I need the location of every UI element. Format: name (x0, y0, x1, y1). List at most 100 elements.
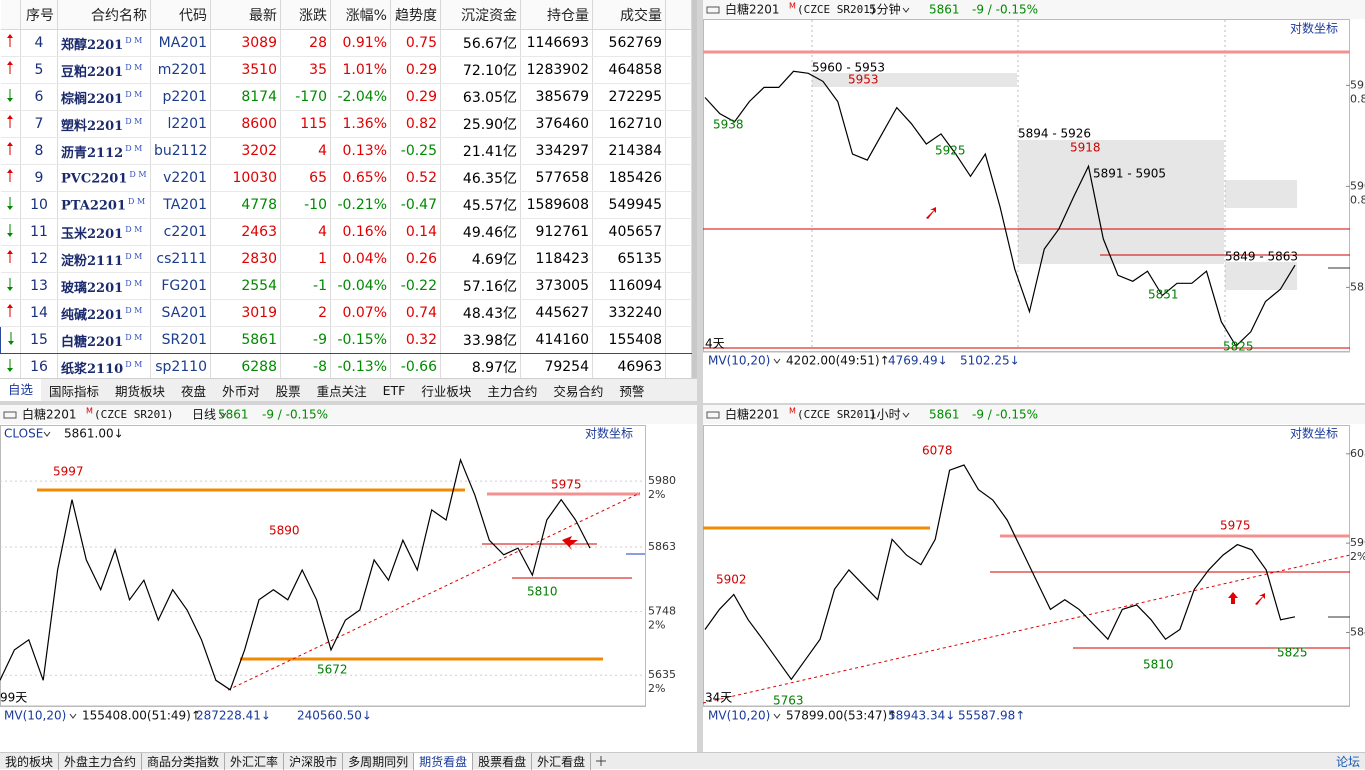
indicator-value: 5861.00↓ (64, 427, 124, 441)
status-tab[interactable]: 商品分类指数 (142, 752, 226, 770)
cell-last: 10030 (210, 164, 281, 192)
status-tab[interactable]: 多周期同列 (343, 752, 415, 770)
cell-pct: -0.13% (330, 353, 391, 378)
divider (0, 400, 697, 405)
annotation: 5953 (848, 73, 879, 87)
header-bg (0, 405, 697, 424)
trend-arrow (7, 34, 14, 47)
y-tick-note: 2% (648, 682, 665, 695)
arrow-head (7, 34, 14, 38)
cell-trend: 0.75 (390, 29, 441, 57)
cell-chg: 115 (280, 110, 331, 138)
cell-code: FG201 (150, 272, 211, 300)
cell-vol: 162710 (592, 110, 666, 138)
tab[interactable]: 行业板块 (421, 383, 472, 399)
quote-row[interactable]: 13 玻璃2201 D M FG201 2554 -1 -0.04% -0.22 57.16亿 3… (0, 272, 692, 300)
quote-row[interactable]: 14 纯碱2201 D M SA201 3019 2 0.07% 0.74 48.43亿 4456… (0, 299, 692, 327)
period: 5分钟 (869, 2, 901, 17)
cell-chg: -10 (280, 191, 331, 219)
arrow-head (7, 169, 14, 173)
annotation: 5975 (551, 478, 582, 492)
log-scale-toggle[interactable]: 对数坐标 (1290, 21, 1338, 36)
period: 1小时 (869, 408, 901, 422)
tab[interactable]: 股票 (275, 383, 301, 399)
exchange: (CZCE SR201) (797, 408, 876, 421)
tab[interactable]: ETF (382, 382, 406, 398)
scrollbar[interactable] (692, 0, 697, 378)
tab[interactable]: 重点关注 (316, 383, 367, 399)
tab[interactable]: 预警 (619, 383, 645, 399)
cell-last: 6288 (210, 353, 281, 378)
log-scale-toggle[interactable]: 对数坐标 (585, 426, 633, 441)
cell-no: 9 (20, 164, 58, 192)
contract-flag: D M (125, 117, 143, 127)
trend-line (227, 492, 641, 691)
y-tick-label: 5748 (648, 605, 676, 618)
period-dropdown (219, 412, 227, 418)
tab[interactable]: 期货板块 (115, 383, 166, 399)
price-line (704, 464, 1296, 681)
contract-flag: D M (125, 36, 143, 46)
tab[interactable]: 夜盘 (181, 383, 207, 399)
annotation: 5672 (317, 663, 348, 677)
cell-vol: 185426 (592, 164, 666, 192)
zone (1018, 140, 1224, 264)
log-scale-toggle[interactable]: 对数坐标 (1290, 426, 1338, 441)
mv-value: 155408.00(51:49)↑ (82, 709, 201, 723)
cell-empty (665, 191, 692, 219)
mv-value: 58943.34↓ (888, 709, 955, 723)
arrow-icon (1255, 593, 1265, 605)
cell-name: 棕榈2201 D M (57, 83, 151, 111)
tab[interactable]: 国际指标 (49, 383, 100, 399)
column-header: 沉淀资金 (440, 0, 521, 30)
status-tab[interactable]: 股票看盘 (473, 752, 533, 770)
y-tick-note: 2% (648, 488, 665, 501)
mv-dropdown (773, 358, 781, 364)
cell-oi: 376460 (520, 110, 593, 138)
cell-trend: 0.32 (390, 326, 441, 354)
cell-fund: 57.16亿 (440, 272, 521, 300)
cell-name: PTA2201 D M (57, 191, 151, 219)
mv-value: 5102.25↓ (960, 354, 1020, 368)
quote-row[interactable]: 15 白糖2201 D M SR201 5861 -9 -0.15% 0.32 33.98亿 41… (0, 326, 692, 354)
cell-no: 4 (20, 29, 58, 57)
y-tick-note: 0.8% (1350, 92, 1365, 105)
header-bg (703, 0, 1365, 19)
tab[interactable]: 主力合约 (487, 383, 538, 399)
quote-row[interactable]: 10 PTA2201 D M TA201 4778 -10 -0.21% -0.47 45.57… (0, 191, 692, 219)
last-price: 5861 (929, 408, 960, 422)
tab[interactable]: 交易合约 (553, 383, 604, 399)
forum-link[interactable]: 论坛 (1335, 754, 1360, 769)
add-tab[interactable] (591, 754, 615, 768)
trend-arrow (7, 224, 14, 237)
cell-last: 8600 (210, 110, 281, 138)
period-dropdown (902, 412, 910, 418)
cell-oi: 1589608 (520, 191, 593, 219)
status-tab[interactable]: 外汇看盘 (532, 752, 592, 770)
cell-fund: 4.69亿 (440, 245, 521, 273)
status-tab[interactable]: 外汇汇率 (225, 752, 285, 770)
tab[interactable]: 外币对 (222, 383, 260, 399)
cell-last: 3510 (210, 56, 281, 84)
status-tab[interactable]: 沪深股市 (284, 752, 344, 770)
cell-oi: 445627 (520, 299, 593, 327)
status-tab[interactable]: 期货看盘 (414, 752, 474, 770)
cell-trend: -0.47 (390, 191, 441, 219)
symbol: 白糖2201 (22, 407, 77, 422)
quote-row[interactable]: 4 郑醇2201 D M MA201 3089 28 0.91% 0.75 56.67亿 1146… (0, 29, 692, 57)
arrow-head (7, 206, 14, 210)
cell-no: 14 (20, 299, 58, 327)
status-tab[interactable]: 外盘主力合约 (59, 752, 143, 770)
tab[interactable]: 自选 (0, 379, 42, 401)
status-tab[interactable]: 我的板块 (0, 752, 60, 770)
